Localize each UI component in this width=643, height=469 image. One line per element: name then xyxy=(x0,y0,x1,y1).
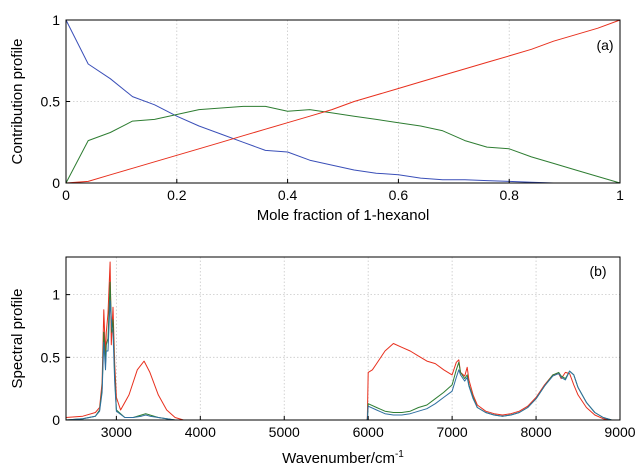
x-tick-label: 4000 xyxy=(185,424,216,440)
panel-a-label: (a) xyxy=(596,37,613,53)
x-tick-label: 0.4 xyxy=(278,187,298,203)
series-line xyxy=(65,19,621,184)
panel-a-y-axis-label: Contribution profile xyxy=(9,39,26,165)
y-tick-label: 0 xyxy=(52,175,60,191)
x-tick-label: 0.6 xyxy=(389,187,409,203)
y-tick-label: 1 xyxy=(52,12,60,28)
x-tick-label: 7000 xyxy=(437,424,468,440)
panel-a-x-axis-label: Mole fraction of 1-hexanol xyxy=(257,207,430,224)
panel-b-label: (b) xyxy=(589,263,606,279)
panel-b-series xyxy=(65,261,620,421)
panel-b-grid xyxy=(66,257,620,420)
panel-b-plot-frame xyxy=(65,256,621,421)
panel-b-y-axis-label: Spectral profile xyxy=(9,288,26,388)
x-tick-label: 0 xyxy=(62,187,70,203)
y-tick-label: 0 xyxy=(52,412,60,428)
panel-b-x-axis-label-text: Wavenumber/cm xyxy=(282,450,395,467)
series-line xyxy=(65,105,621,184)
y-tick-label: 1 xyxy=(52,287,60,303)
x-tick-label: 0.2 xyxy=(167,187,187,203)
panel-a: 0 0.2 0.4 0.6 0.8 1 0 0.5 1 (a) Mole fraction of… xyxy=(9,12,624,224)
x-tick-label: 6000 xyxy=(353,424,384,440)
panel-b: 3000 4000 5000 6000 7000 8000 9000 0 0.5 1 (b) Wa… xyxy=(9,256,636,467)
panel-a-ticks: 0 0.2 0.4 0.6 0.8 1 0 0.5 1 xyxy=(41,12,625,203)
x-tick-label: 0.8 xyxy=(499,187,519,203)
panel-b-ticks: 3000 4000 5000 6000 7000 8000 9000 0 0.5 1 xyxy=(41,287,636,440)
series-line xyxy=(65,19,620,184)
panel-a-series xyxy=(65,19,621,184)
panel-b-x-axis-label: Wavenumber/cm-1 xyxy=(282,449,404,467)
y-tick-label: 0.5 xyxy=(41,94,61,110)
panel-a-grid xyxy=(66,20,620,183)
panel-b-x-axis-label-superscript: -1 xyxy=(395,449,404,460)
series-line xyxy=(65,261,620,421)
x-tick-label: 8000 xyxy=(520,424,551,440)
x-tick-label: 9000 xyxy=(604,424,635,440)
x-tick-label: 3000 xyxy=(101,424,132,440)
series-line xyxy=(65,300,620,421)
y-tick-label: 0.5 xyxy=(41,349,61,365)
x-tick-label: 5000 xyxy=(269,424,300,440)
x-tick-label: 1 xyxy=(616,187,624,203)
series-line xyxy=(65,281,620,421)
